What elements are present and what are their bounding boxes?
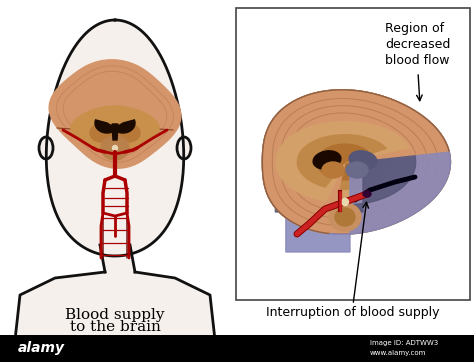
Ellipse shape — [349, 151, 377, 169]
Ellipse shape — [322, 162, 344, 178]
Bar — [236, 8, 470, 300]
Ellipse shape — [177, 137, 191, 159]
Polygon shape — [49, 60, 181, 168]
Ellipse shape — [39, 137, 53, 159]
Polygon shape — [274, 117, 416, 212]
Text: www.alamy.com: www.alamy.com — [370, 350, 427, 356]
Polygon shape — [297, 135, 392, 189]
Polygon shape — [262, 90, 449, 233]
Ellipse shape — [313, 151, 341, 169]
Ellipse shape — [341, 198, 348, 206]
Ellipse shape — [329, 203, 361, 231]
Ellipse shape — [335, 208, 355, 226]
Bar — [0, 335, 474, 362]
Polygon shape — [113, 120, 135, 133]
Text: alamy: alamy — [18, 341, 65, 355]
Polygon shape — [276, 122, 410, 201]
Text: Blood supply: Blood supply — [65, 308, 165, 322]
Polygon shape — [317, 144, 373, 180]
Polygon shape — [112, 124, 118, 140]
Ellipse shape — [322, 162, 344, 178]
Ellipse shape — [329, 203, 361, 231]
Polygon shape — [95, 120, 117, 133]
Ellipse shape — [341, 198, 348, 206]
Polygon shape — [71, 106, 159, 150]
Ellipse shape — [349, 151, 377, 169]
Polygon shape — [262, 105, 450, 252]
Ellipse shape — [363, 191, 371, 197]
Polygon shape — [317, 144, 368, 177]
Polygon shape — [100, 245, 135, 272]
Polygon shape — [46, 20, 184, 256]
Text: to the brain: to the brain — [70, 320, 160, 334]
Polygon shape — [297, 135, 386, 187]
Ellipse shape — [118, 124, 140, 142]
Text: Image ID: ADTWW3: Image ID: ADTWW3 — [370, 340, 438, 346]
Ellipse shape — [346, 162, 368, 178]
Polygon shape — [276, 122, 414, 202]
Polygon shape — [262, 90, 450, 234]
Polygon shape — [101, 136, 129, 160]
Ellipse shape — [346, 162, 368, 178]
Text: Region of
decreased
blood flow: Region of decreased blood flow — [385, 22, 450, 67]
Ellipse shape — [112, 146, 118, 151]
Ellipse shape — [313, 151, 341, 169]
Ellipse shape — [335, 208, 355, 226]
Polygon shape — [15, 272, 215, 340]
Ellipse shape — [90, 124, 112, 142]
Text: Interruption of blood supply: Interruption of blood supply — [266, 306, 440, 319]
